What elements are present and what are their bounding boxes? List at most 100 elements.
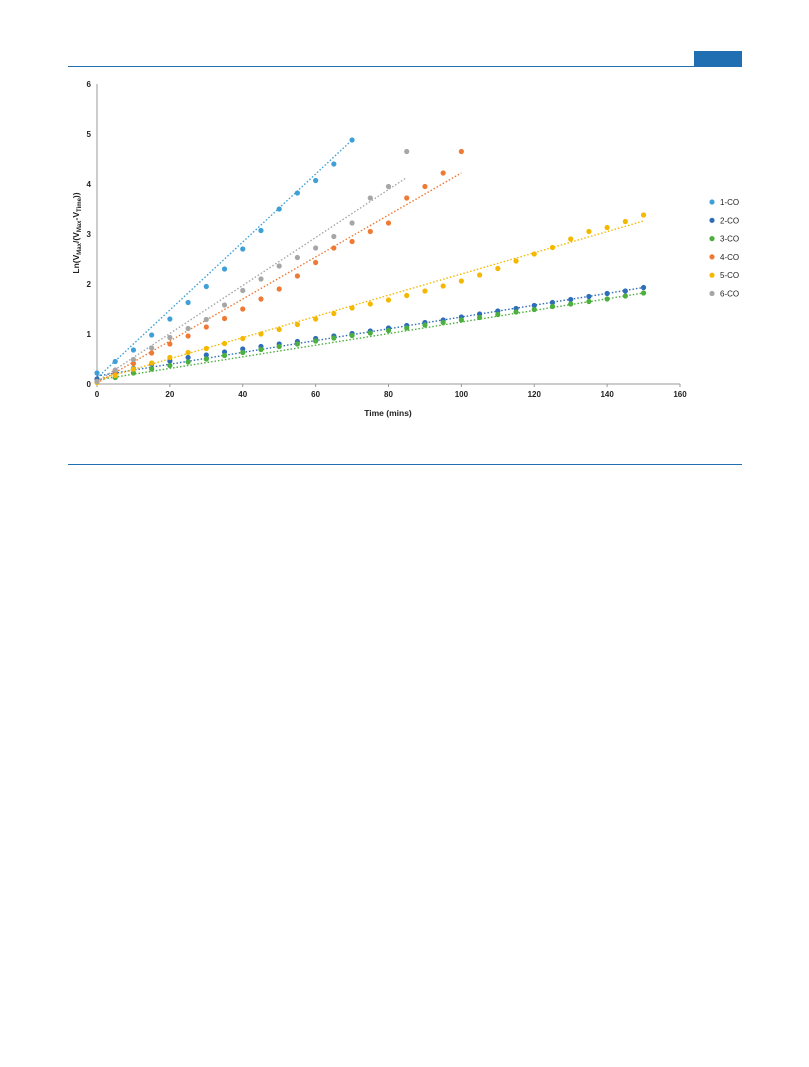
point-5-CO bbox=[276, 326, 282, 333]
point-6-CO bbox=[240, 287, 246, 294]
legend-marker-6-CO bbox=[709, 290, 715, 297]
point-5-CO bbox=[404, 292, 410, 299]
point-3-CO bbox=[258, 346, 264, 353]
point-3-CO bbox=[640, 290, 647, 296]
point-5-CO bbox=[622, 218, 628, 225]
legend-marker-2-CO bbox=[709, 217, 715, 223]
point-3-CO bbox=[495, 311, 501, 318]
point-1-CO bbox=[294, 190, 301, 196]
point-3-CO bbox=[458, 317, 464, 323]
trendline-5-CO bbox=[96, 220, 644, 381]
point-3-CO bbox=[622, 293, 628, 299]
point-5-CO bbox=[531, 251, 537, 257]
point-2-CO bbox=[185, 354, 191, 361]
point-4-CO bbox=[331, 245, 337, 251]
x-tick-label: 20 bbox=[165, 390, 174, 399]
point-6-CO bbox=[404, 148, 410, 155]
header-rule bbox=[68, 66, 742, 67]
point-3-CO bbox=[149, 366, 155, 372]
legend-marker-4-CO bbox=[709, 254, 715, 260]
point-2-CO bbox=[203, 352, 209, 358]
point-3-CO bbox=[130, 370, 137, 376]
point-1-CO bbox=[313, 177, 319, 184]
y-label-dash: -V bbox=[71, 212, 81, 221]
point-3-CO bbox=[568, 301, 574, 307]
point-3-CO bbox=[604, 296, 610, 302]
point-5-CO bbox=[385, 297, 392, 303]
point-5-CO bbox=[513, 258, 519, 264]
point-5-CO bbox=[185, 349, 191, 356]
y-tick-label: 6 bbox=[87, 80, 92, 89]
point-1-CO bbox=[112, 358, 118, 365]
point-6-CO bbox=[367, 195, 373, 201]
y-label-mid: /(V bbox=[71, 232, 81, 243]
point-4-CO bbox=[294, 273, 301, 279]
point-6-CO bbox=[221, 302, 228, 308]
point-4-CO bbox=[203, 324, 209, 330]
point-5-CO bbox=[604, 224, 610, 231]
point-4-CO bbox=[167, 341, 173, 347]
legend-marker-5-CO bbox=[709, 272, 715, 278]
point-6-CO bbox=[294, 254, 301, 261]
point-4-CO bbox=[240, 306, 246, 312]
point-4-CO bbox=[276, 286, 282, 292]
x-tick-label: 80 bbox=[384, 390, 393, 399]
point-5-CO bbox=[294, 321, 301, 328]
point-5-CO bbox=[258, 331, 264, 337]
point-3-CO bbox=[294, 341, 301, 347]
point-4-CO bbox=[404, 195, 410, 201]
y-label-post: )) bbox=[71, 192, 81, 198]
point-6-CO bbox=[94, 378, 100, 385]
point-5-CO bbox=[167, 354, 173, 361]
legend-label-6-CO: 6-CO bbox=[720, 290, 739, 299]
point-2-CO bbox=[531, 302, 537, 309]
x-tick-label: 140 bbox=[600, 390, 614, 399]
point-6-CO bbox=[385, 183, 392, 190]
point-4-CO bbox=[258, 296, 264, 302]
chart-legend: 1-CO 2-CO 3-CO 4-CO 5-CO 6-CO bbox=[709, 198, 739, 299]
y-axis-label: Ln(VMax/(VMax-VTime)) bbox=[71, 192, 83, 273]
point-3-CO bbox=[440, 319, 446, 326]
point-1-CO bbox=[258, 227, 264, 234]
point-5-CO bbox=[149, 360, 155, 366]
point-2-CO bbox=[549, 299, 556, 306]
x-tick-label: 60 bbox=[311, 390, 320, 399]
point-1-CO bbox=[221, 266, 228, 272]
y-tick-labels: 0 1 2 3 4 5 6 bbox=[87, 80, 92, 389]
y-tick-label: 2 bbox=[87, 280, 92, 289]
point-4-CO bbox=[185, 333, 191, 339]
point-1-CO bbox=[185, 299, 191, 306]
point-6-CO bbox=[203, 316, 209, 323]
point-2-CO bbox=[604, 290, 610, 297]
point-3-CO bbox=[422, 322, 428, 328]
y-tick-label: 4 bbox=[87, 180, 92, 189]
point-6-CO bbox=[167, 334, 173, 341]
trendline-6-CO bbox=[96, 176, 408, 383]
point-3-CO bbox=[203, 356, 209, 362]
y-tick-label: 5 bbox=[87, 130, 92, 139]
point-5-CO bbox=[240, 335, 246, 342]
point-6-CO bbox=[258, 276, 264, 282]
point-1-CO bbox=[240, 246, 246, 252]
x-tick-label: 0 bbox=[95, 390, 100, 399]
point-3-CO bbox=[167, 362, 173, 369]
y-tick-label: 1 bbox=[87, 330, 92, 339]
point-5-CO bbox=[495, 265, 501, 272]
header-corner-tab bbox=[694, 51, 742, 67]
trendlines bbox=[96, 139, 644, 384]
point-4-CO bbox=[130, 360, 137, 367]
point-2-CO bbox=[640, 284, 647, 291]
point-5-CO bbox=[130, 366, 137, 372]
point-4-CO bbox=[221, 315, 228, 322]
point-3-CO bbox=[404, 325, 410, 331]
point-1-CO bbox=[149, 332, 155, 338]
point-1-CO bbox=[203, 283, 209, 290]
x-tick-label: 100 bbox=[455, 390, 469, 399]
point-1-CO bbox=[130, 347, 137, 353]
point-6-CO bbox=[276, 263, 282, 269]
y-label-sub-time: Time bbox=[77, 197, 83, 212]
point-5-CO bbox=[549, 244, 556, 251]
point-6-CO bbox=[349, 220, 355, 226]
point-3-CO bbox=[221, 352, 228, 359]
point-5-CO bbox=[349, 305, 355, 311]
